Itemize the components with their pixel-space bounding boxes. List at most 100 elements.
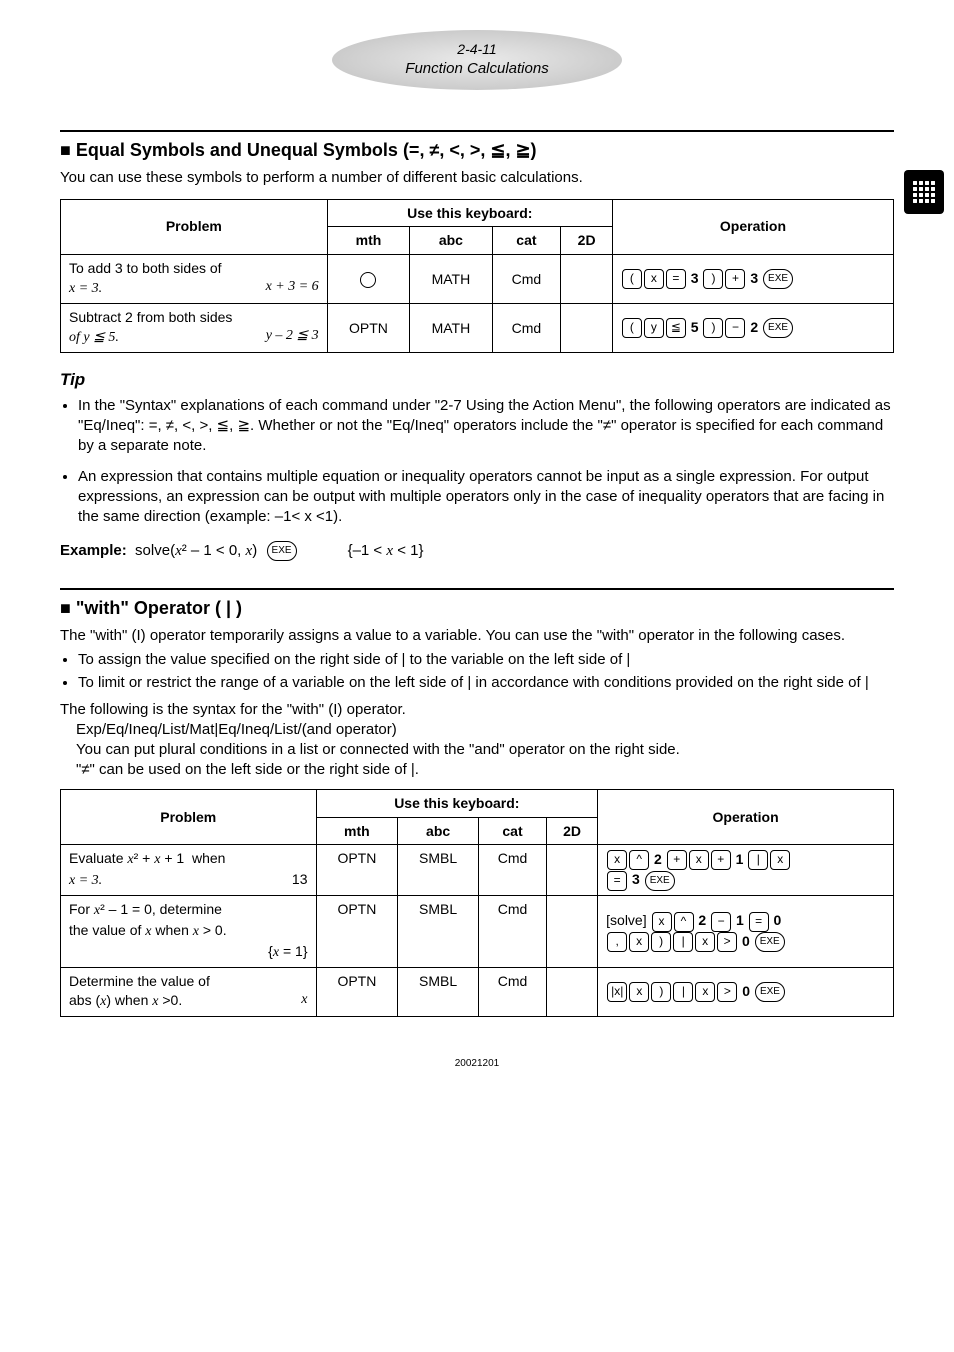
problem-sub: x = 3.x + 3 = 6 xyxy=(69,278,319,299)
key-icon: > xyxy=(717,982,737,1002)
tip-list: In the "Syntax" explanations of each com… xyxy=(60,396,894,528)
key-icon: = xyxy=(607,871,627,891)
tip-item: An expression that contains multiple equ… xyxy=(78,467,894,528)
table-cell: SMBL xyxy=(398,967,479,1016)
key-icon: = xyxy=(749,912,769,932)
table-cell: OPTN xyxy=(316,967,398,1016)
key-icon: | xyxy=(673,982,693,1002)
key-icon: x xyxy=(695,982,715,1002)
op-digit: 2 xyxy=(698,912,706,928)
key-icon: | xyxy=(673,932,693,952)
exe-key-icon: EXE xyxy=(755,982,785,1002)
exe-key-icon: EXE xyxy=(267,541,297,561)
list-item: To limit or restrict the range of a vari… xyxy=(78,673,894,693)
section1-intro: You can use these symbols to perform a n… xyxy=(60,168,894,188)
key-icon: ) xyxy=(703,269,723,289)
table-cell: Cmd xyxy=(478,967,546,1016)
key-icon: , xyxy=(607,932,627,952)
key-icon: |x| xyxy=(607,982,627,1002)
problem-text: For x² – 1 = 0, determine xyxy=(69,900,308,921)
key-icon: x xyxy=(770,850,790,870)
op-digit: 3 xyxy=(750,270,758,286)
table-cell: Cmd xyxy=(478,845,546,896)
exe-key-icon: EXE xyxy=(755,932,785,952)
table-cell xyxy=(547,967,598,1016)
footer-date: 20021201 xyxy=(60,1057,894,1071)
problem-sub: {x = 1} xyxy=(69,942,308,961)
header-section-title: Function Calculations xyxy=(405,59,548,79)
th2-problem: Problem xyxy=(61,789,317,845)
header-section-num: 2-4-11 xyxy=(457,40,496,59)
table-cell: For x² – 1 = 0, determinethe value of x … xyxy=(61,896,317,968)
op-digit: 0 xyxy=(742,933,750,949)
table-cell: Cmd xyxy=(492,304,561,353)
th-abc: abc xyxy=(410,227,492,255)
key-icon: ( xyxy=(622,318,642,338)
key-icon: x xyxy=(629,932,649,952)
th-mth: mth xyxy=(327,227,410,255)
key-icon: x xyxy=(644,269,664,289)
table-cell: [solve] x^ 2 − 1 = 0 ,x)|x> 0 EXE xyxy=(598,896,894,968)
table-cell xyxy=(561,255,613,304)
table-cell xyxy=(561,304,613,353)
op-digit: 2 xyxy=(750,319,758,335)
op-line: = 3 EXE xyxy=(606,870,885,890)
table-cell: (x= 3 )+ 3 EXE xyxy=(612,255,893,304)
op-line: x^ 2 +x+ 1 |x xyxy=(606,850,885,870)
table-cell: OPTN xyxy=(316,896,398,968)
op-digit: 1 xyxy=(736,912,744,928)
table-cell: MATH xyxy=(410,255,492,304)
problem-sub: of y ≦ 5.y – 2 ≦ 3 xyxy=(69,327,319,348)
key-icon: x xyxy=(689,850,709,870)
section2-title: ■ "with" Operator ( | ) xyxy=(60,596,894,620)
rule xyxy=(60,130,894,132)
key-icon: > xyxy=(717,932,737,952)
th-operation: Operation xyxy=(612,199,893,255)
section1-title-text: ■ Equal Symbols and Unequal Symbols (=, … xyxy=(60,140,537,160)
op-digit: 1 xyxy=(736,851,744,867)
key-icon: x xyxy=(695,932,715,952)
table-cell: Determine the value ofabs (x) when x >0.… xyxy=(61,967,317,1016)
th2-abc: abc xyxy=(398,817,479,845)
tip-item: In the "Syntax" explanations of each com… xyxy=(78,396,894,457)
problem-text: Subtract 2 from both sides xyxy=(69,308,319,327)
exe-key-icon: EXE xyxy=(763,269,793,289)
table-cell: x^ 2 +x+ 1 |x= 3 EXE xyxy=(598,845,894,896)
page-header-oval: 2-4-11 Function Calculations xyxy=(332,30,622,90)
table-cell: OPTN xyxy=(327,304,410,353)
key-icon: x xyxy=(607,850,627,870)
key-icon: ) xyxy=(651,932,671,952)
th2-2d: 2D xyxy=(547,817,598,845)
table-cell: Cmd xyxy=(478,896,546,968)
key-icon: ≦ xyxy=(666,318,686,338)
exe-key-icon: EXE xyxy=(645,871,675,891)
table-cell: Subtract 2 from both sidesof y ≦ 5.y – 2… xyxy=(61,304,328,353)
th-problem: Problem xyxy=(61,199,328,255)
problem-text: the value of x when x > 0. xyxy=(69,921,308,942)
op-digit: 3 xyxy=(691,270,699,286)
table-cell xyxy=(547,896,598,968)
key-icon: + xyxy=(667,850,687,870)
op-digit: 0 xyxy=(742,983,750,999)
table-cell: |x|x)|x> 0 EXE xyxy=(598,967,894,1016)
op-line: |x|x)|x> 0 EXE xyxy=(606,982,885,1002)
th2-keyboard: Use this keyboard: xyxy=(316,789,598,817)
section2-table: Problem Use this keyboard: Operation mth… xyxy=(60,789,894,1017)
exe-key-icon: EXE xyxy=(763,318,793,338)
key-icon: ( xyxy=(622,269,642,289)
table-cell: SMBL xyxy=(398,845,479,896)
table-cell: Cmd xyxy=(492,255,561,304)
example-expr: solve(x² – 1 < 0, x) xyxy=(135,542,257,559)
tip-heading: Tip xyxy=(60,369,894,392)
problem-text: To add 3 to both sides of xyxy=(69,259,319,278)
problem-sub: abs (x) when x >0.x xyxy=(69,991,308,1012)
op-digit: 5 xyxy=(691,319,699,335)
op-line: ,x)|x> 0 EXE xyxy=(606,932,885,952)
th-cat: cat xyxy=(492,227,561,255)
sidebar-grid-icon xyxy=(904,170,944,214)
key-icon: − xyxy=(725,318,745,338)
th-2d: 2D xyxy=(561,227,613,255)
table-cell: OPTN xyxy=(316,845,398,896)
th2-operation: Operation xyxy=(598,789,894,845)
op-line: [solve] x^ 2 − 1 = 0 xyxy=(606,911,885,931)
